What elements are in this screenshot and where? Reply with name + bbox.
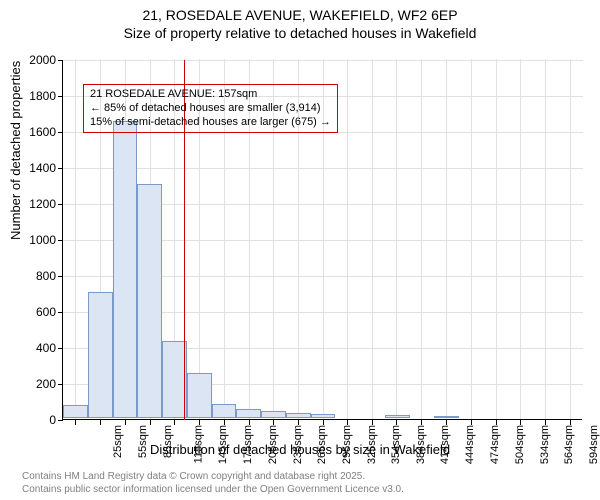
y-tick-label: 1400 bbox=[16, 161, 56, 175]
chart-plot: 25sqm55sqm85sqm115sqm145sqm175sqm205sqm2… bbox=[62, 60, 582, 420]
histogram-bar bbox=[434, 416, 459, 418]
y-tick-mark bbox=[58, 204, 63, 205]
histogram-bar bbox=[187, 373, 212, 418]
gridline-v bbox=[570, 59, 571, 419]
annotation-line: 15% of semi-detached houses are larger (… bbox=[90, 116, 331, 130]
x-tick-mark bbox=[323, 420, 324, 425]
x-axis-label: Distribution of detached houses by size … bbox=[0, 442, 600, 457]
x-tick-mark bbox=[75, 420, 76, 425]
y-axis-label: Number of detached properties bbox=[8, 61, 23, 240]
x-tick-mark bbox=[125, 420, 126, 425]
x-tick-mark bbox=[150, 420, 151, 425]
y-tick-label: 200 bbox=[16, 377, 56, 391]
x-tick-mark bbox=[199, 420, 200, 425]
histogram-bar bbox=[137, 184, 162, 418]
histogram-bar bbox=[311, 414, 336, 418]
y-tick-mark bbox=[58, 96, 63, 97]
title-line-1: 21, ROSEDALE AVENUE, WAKEFIELD, WF2 6EP bbox=[0, 6, 600, 24]
x-tick-mark bbox=[446, 420, 447, 425]
y-tick-mark bbox=[58, 420, 63, 421]
gridline-v bbox=[446, 59, 447, 419]
y-tick-mark bbox=[58, 132, 63, 133]
y-tick-mark bbox=[58, 348, 63, 349]
x-tick-mark bbox=[100, 420, 101, 425]
y-tick-mark bbox=[58, 168, 63, 169]
x-tick-mark bbox=[298, 420, 299, 425]
histogram-bar bbox=[162, 341, 187, 418]
gridline-v bbox=[421, 59, 422, 419]
y-tick-label: 1000 bbox=[16, 233, 56, 247]
histogram-bar bbox=[261, 411, 286, 418]
x-tick-mark bbox=[496, 420, 497, 425]
gridline-v bbox=[396, 59, 397, 419]
y-tick-label: 1800 bbox=[16, 89, 56, 103]
histogram-bar bbox=[212, 404, 237, 418]
title-line-2: Size of property relative to detached ho… bbox=[0, 24, 600, 42]
y-tick-label: 1200 bbox=[16, 197, 56, 211]
x-tick-mark bbox=[396, 420, 397, 425]
footer-line-1: Contains HM Land Registry data © Crown c… bbox=[22, 471, 404, 484]
y-tick-label: 2000 bbox=[16, 53, 56, 67]
y-tick-mark bbox=[58, 240, 63, 241]
y-tick-label: 400 bbox=[16, 341, 56, 355]
gridline-v bbox=[75, 59, 76, 419]
x-tick-mark bbox=[421, 420, 422, 425]
x-tick-mark bbox=[249, 420, 250, 425]
x-tick-mark bbox=[471, 420, 472, 425]
histogram-bar bbox=[63, 405, 88, 419]
plot-area: 25sqm55sqm85sqm115sqm145sqm175sqm205sqm2… bbox=[62, 60, 582, 420]
x-tick-mark bbox=[570, 420, 571, 425]
annotation-line: ← 85% of detached houses are smaller (3,… bbox=[90, 102, 331, 116]
gridline-v bbox=[496, 59, 497, 419]
footer-attribution: Contains HM Land Registry data © Crown c… bbox=[22, 471, 404, 496]
x-tick-mark bbox=[347, 420, 348, 425]
x-tick-mark bbox=[372, 420, 373, 425]
y-tick-label: 1600 bbox=[16, 125, 56, 139]
y-tick-label: 800 bbox=[16, 269, 56, 283]
footer-line-2: Contains public sector information licen… bbox=[22, 484, 404, 497]
histogram-bar bbox=[385, 415, 410, 418]
x-tick-mark bbox=[174, 420, 175, 425]
x-tick-mark bbox=[273, 420, 274, 425]
gridline-v bbox=[520, 59, 521, 419]
chart-title: 21, ROSEDALE AVENUE, WAKEFIELD, WF2 6EP … bbox=[0, 0, 600, 42]
x-tick-mark bbox=[224, 420, 225, 425]
histogram-bar bbox=[88, 292, 113, 418]
y-tick-mark bbox=[58, 384, 63, 385]
y-tick-mark bbox=[58, 276, 63, 277]
histogram-bar bbox=[236, 409, 261, 418]
x-tick-mark bbox=[545, 420, 546, 425]
annotation-box: 21 ROSEDALE AVENUE: 157sqm← 85% of detac… bbox=[83, 84, 338, 133]
annotation-line: 21 ROSEDALE AVENUE: 157sqm bbox=[90, 88, 331, 102]
gridline-v bbox=[347, 59, 348, 419]
chart-container: 21, ROSEDALE AVENUE, WAKEFIELD, WF2 6EP … bbox=[0, 0, 600, 500]
gridline-v bbox=[372, 59, 373, 419]
y-tick-label: 600 bbox=[16, 305, 56, 319]
gridline-v bbox=[545, 59, 546, 419]
histogram-bar bbox=[113, 121, 138, 418]
x-tick-mark bbox=[520, 420, 521, 425]
y-tick-label: 0 bbox=[16, 413, 56, 427]
gridline-v bbox=[471, 59, 472, 419]
histogram-bar bbox=[286, 413, 311, 418]
y-tick-mark bbox=[58, 312, 63, 313]
y-tick-mark bbox=[58, 60, 63, 61]
